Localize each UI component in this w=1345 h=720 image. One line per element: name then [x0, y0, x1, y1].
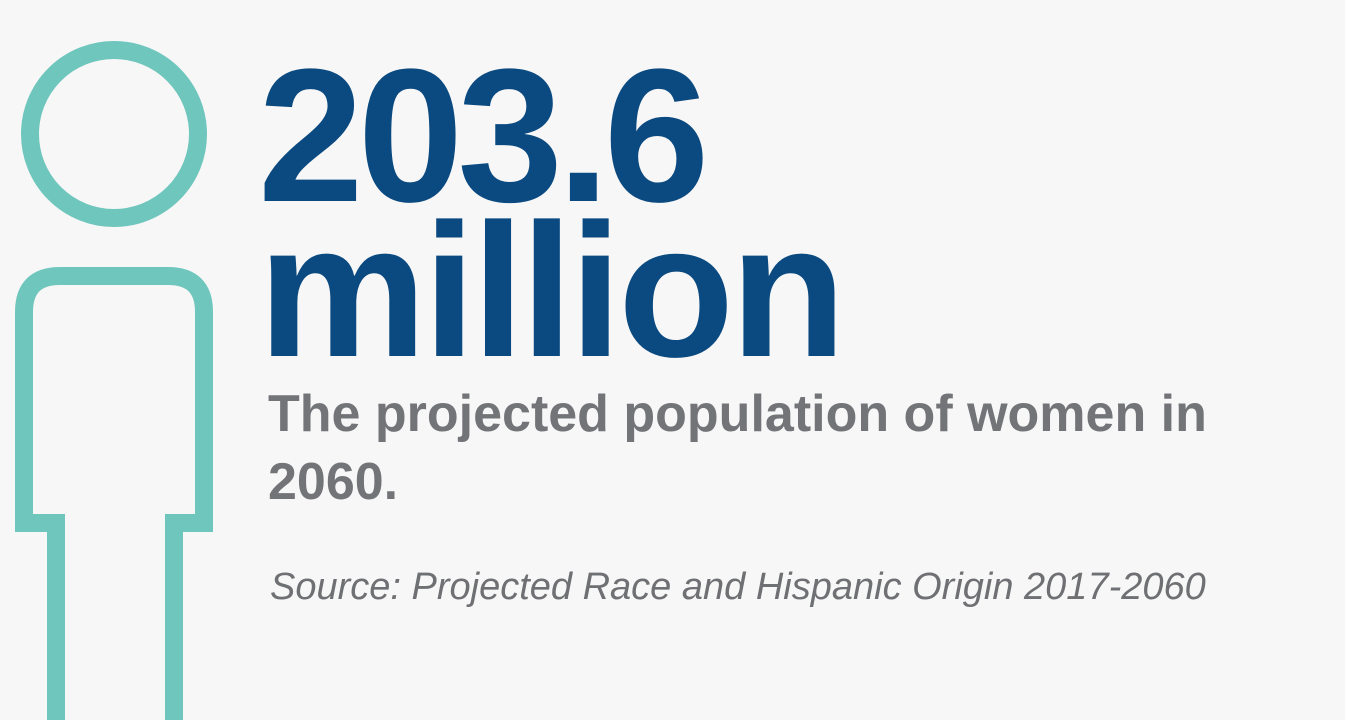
person-body-icon	[15, 267, 213, 720]
source-citation: Source: Projected Race and Hispanic Orig…	[270, 566, 1206, 608]
person-outline-icon	[0, 0, 230, 720]
stat-description: The projected population of women in 206…	[268, 385, 1207, 511]
stat-unit: million	[258, 185, 846, 397]
stat-block: 203.6 million The projected population o…	[258, 30, 1338, 612]
person-head-icon	[21, 41, 207, 227]
stat-number: 203.6	[258, 30, 709, 242]
